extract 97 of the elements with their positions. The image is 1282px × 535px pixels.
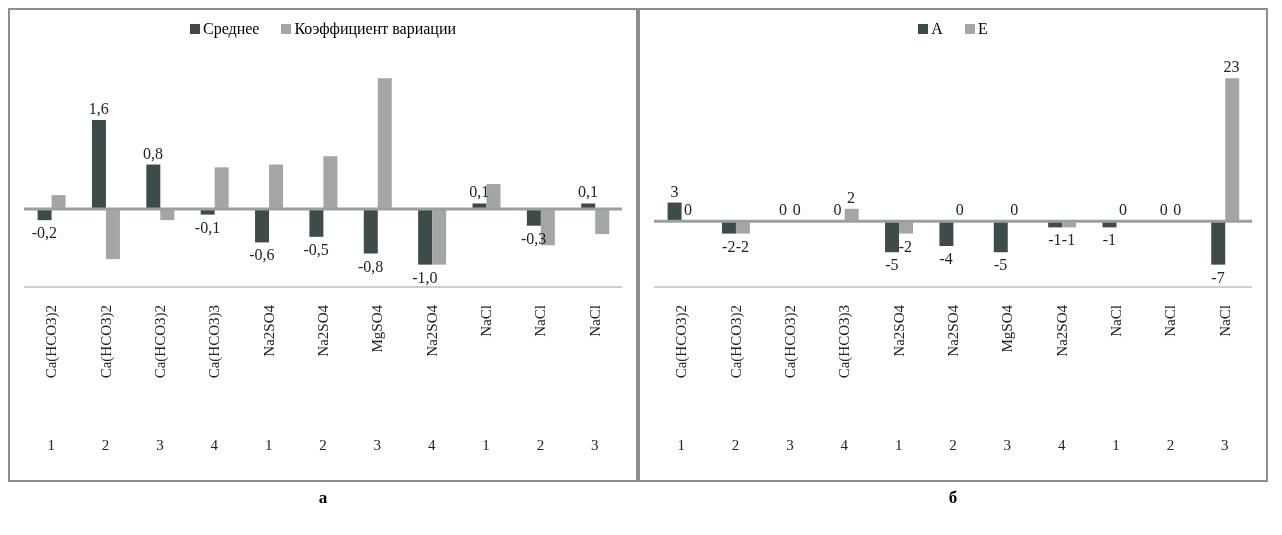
data-label: -0,3 (521, 229, 547, 247)
data-label: -1 (1061, 231, 1076, 249)
bar (146, 164, 161, 210)
data-label: -0,5 (303, 240, 329, 258)
data-label: 1,6 (88, 100, 109, 118)
text: 4 (210, 437, 219, 453)
x-tick-label: NaCl (1108, 305, 1125, 337)
bar (472, 203, 487, 210)
legend-label: Среднее (201, 20, 260, 38)
bar (581, 203, 596, 210)
data-label: -0,8 (357, 257, 384, 275)
bar (91, 120, 106, 210)
text: 3 (373, 437, 382, 453)
bar (309, 209, 324, 237)
data-label: -2 (722, 237, 736, 255)
data-label: -1,0 (412, 268, 438, 286)
legend-label: А (930, 20, 943, 38)
text: 3 (156, 437, 164, 453)
bar (363, 209, 378, 254)
text: 1 (1112, 437, 1120, 453)
legend-label: Коэффициент вариации (293, 20, 457, 38)
bar (255, 209, 270, 243)
data-label: -2 (898, 237, 913, 255)
x-tick-label: MgSO4 (999, 304, 1016, 353)
text: 3 (786, 437, 794, 453)
text: 2 (1166, 437, 1175, 453)
text: 4 (840, 437, 849, 453)
text: 1 (264, 437, 273, 453)
text: 1 (482, 437, 490, 453)
data-label: 0 (792, 201, 801, 219)
bar (667, 202, 682, 222)
bar (885, 221, 900, 253)
data-label: -2 (735, 237, 750, 255)
x-tick-label: Na2SO4 (1053, 304, 1070, 357)
x-tick-label: Ca(HCO3)2 (727, 305, 745, 379)
text: 4 (1057, 437, 1066, 453)
data-label: 0 (1173, 201, 1182, 219)
data-label: -4 (939, 250, 953, 268)
data-label: -0,6 (249, 246, 275, 264)
text: 2 (101, 437, 110, 453)
data-label: -1 (1048, 231, 1062, 249)
data-label: 0 (1118, 201, 1127, 219)
data-label: 0 (833, 201, 842, 219)
bar (939, 221, 954, 247)
bar (418, 209, 433, 265)
data-label: 0 (779, 201, 788, 219)
data-label: -7 (1211, 268, 1225, 286)
data-label: 0 (955, 201, 964, 219)
x-tick-label: Na2SO4 (945, 304, 961, 357)
x-tick-label: NaCl (532, 305, 549, 337)
text: 2 (949, 437, 957, 453)
x-tick-label: Na2SO4 (423, 304, 440, 357)
text: 3 (1221, 437, 1229, 453)
data-label: 0 (1010, 201, 1019, 219)
bar (993, 221, 1008, 253)
data-label: 2 (847, 188, 856, 206)
data-label: -5 (885, 256, 899, 274)
data-label: 0 (1159, 201, 1168, 219)
x-tick-label: Ca(HCO3)2 (151, 305, 169, 379)
x-tick-label: NaCl (478, 305, 495, 337)
x-tick-label: MgSO4 (369, 304, 386, 353)
x-tick-label: NaCl (1162, 305, 1179, 337)
data-label: 23 (1223, 58, 1240, 76)
data-label: 0,1 (578, 183, 599, 201)
text: 3 (1003, 437, 1012, 453)
text: 1 (47, 437, 55, 453)
text: 2 (731, 437, 740, 453)
data-label: 0 (683, 201, 692, 219)
text: б (947, 488, 959, 508)
data-label: -0,2 (31, 224, 58, 242)
bar (526, 209, 541, 226)
x-tick-label: Na2SO4 (315, 304, 331, 357)
x-tick-label: Na2SO4 (260, 304, 277, 357)
legend-label: Е (976, 20, 988, 38)
data-label: -0,1 (194, 218, 221, 236)
x-tick-label: Ca(HCO3)2 (673, 305, 691, 379)
x-tick-label: Ca(HCO3)2 (97, 305, 115, 379)
x-tick-label: Ca(HCO3)2 (781, 305, 799, 379)
x-tick-label: Na2SO4 (890, 304, 907, 357)
text: 4 (427, 437, 436, 453)
data-label: -1 (1102, 231, 1116, 249)
data-label: -5 (993, 256, 1008, 274)
text: а (317, 488, 329, 508)
text: 2 (319, 437, 327, 453)
data-label: 0,1 (469, 183, 490, 201)
text: 3 (591, 437, 599, 453)
data-label: 0,8 (143, 144, 164, 162)
text: 1 (677, 437, 685, 453)
x-tick-label: Ca(HCO3)3 (836, 305, 854, 379)
data-label: 3 (670, 182, 679, 200)
x-tick-label: Ca(HCO3)2 (43, 305, 61, 379)
text: 1 (894, 437, 903, 453)
text: 2 (536, 437, 545, 453)
bar (1211, 221, 1226, 265)
x-tick-label: Ca(HCO3)3 (206, 305, 224, 379)
x-tick-label: NaCl (1216, 305, 1233, 337)
x-tick-label: NaCl (586, 305, 603, 337)
